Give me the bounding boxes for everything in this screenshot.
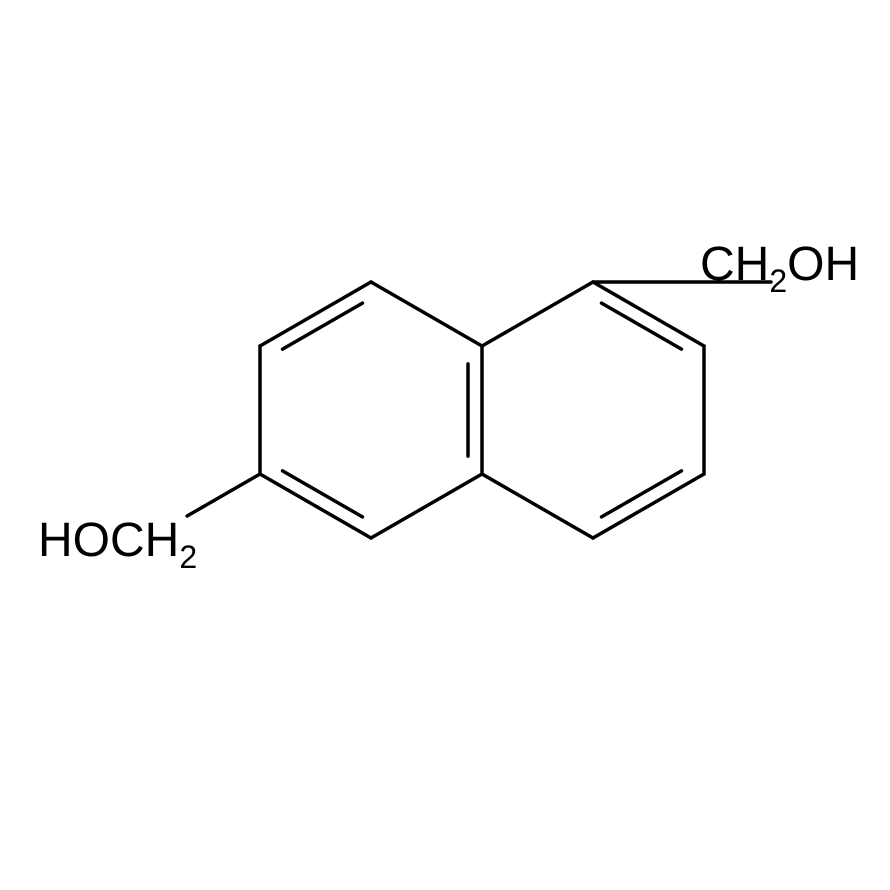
- substituent-label-right-subst: CH2OH: [700, 238, 859, 299]
- molecule-canvas: HOCH2 CH2OH: [0, 0, 890, 890]
- substituent-label-left-subst: HOCH2: [38, 514, 197, 575]
